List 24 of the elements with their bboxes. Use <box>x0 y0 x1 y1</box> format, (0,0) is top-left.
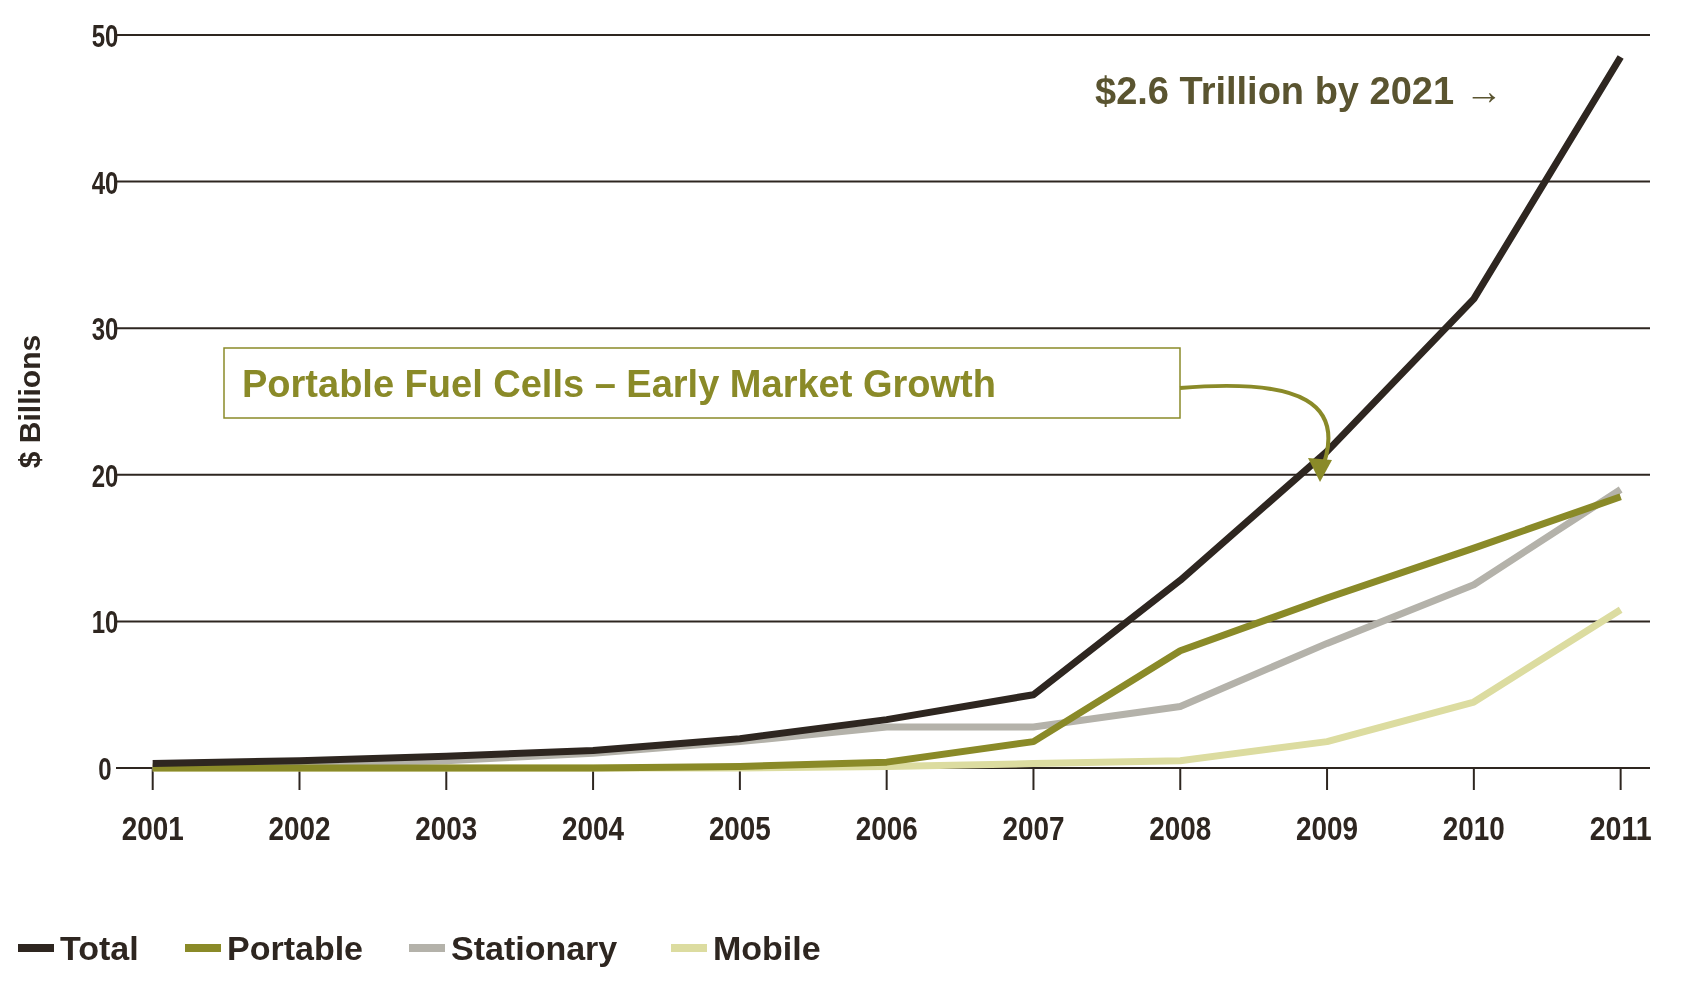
y-tick-label: 10 <box>91 603 119 641</box>
x-tick-label: 2002 <box>268 809 345 847</box>
legend-label: Portable <box>227 929 364 967</box>
x-tick-label: 2003 <box>415 809 491 847</box>
annotation: $2.6 Trillion by 2021 → <box>1095 70 1503 112</box>
x-tick-label: 2008 <box>1149 809 1225 847</box>
y-tick-label: 0 <box>98 750 112 787</box>
x-tick-label: 2010 <box>1442 809 1519 847</box>
x-tick-label: 2011 <box>1589 809 1664 847</box>
y-tick-label: 40 <box>91 164 119 201</box>
x-tick-label: 2001 <box>121 809 198 847</box>
y-tick-label: 30 <box>91 310 119 347</box>
x-tick-label: 2007 <box>1002 809 1079 847</box>
y-tick-label: 20 <box>91 457 119 494</box>
legend-label: Total <box>60 929 139 967</box>
legend-label: Stationary <box>451 929 618 967</box>
x-tick-label: 2004 <box>562 809 638 847</box>
legend-label: Mobile <box>713 929 821 967</box>
y-axis-title: $ Billions <box>13 334 46 469</box>
x-tick-label: 2006 <box>855 809 932 847</box>
x-tick-label: 2005 <box>708 809 785 847</box>
y-tick-label: 50 <box>91 17 119 54</box>
annotation: Portable Fuel Cells – Early Market Growth <box>242 363 996 405</box>
x-tick-label: 2009 <box>1296 809 1372 847</box>
